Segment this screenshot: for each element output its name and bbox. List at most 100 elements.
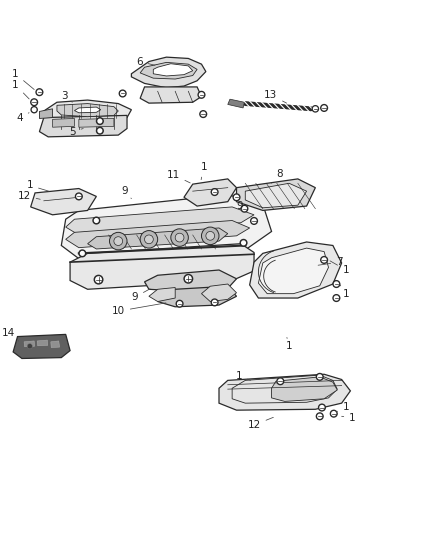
Circle shape xyxy=(27,344,32,349)
Text: 1: 1 xyxy=(286,337,293,351)
Circle shape xyxy=(98,119,102,123)
Circle shape xyxy=(110,232,127,250)
Circle shape xyxy=(94,276,103,284)
Circle shape xyxy=(321,104,328,111)
Circle shape xyxy=(145,235,153,244)
Text: 9: 9 xyxy=(131,289,150,302)
Circle shape xyxy=(332,411,336,416)
Circle shape xyxy=(330,410,337,417)
Text: 8: 8 xyxy=(272,168,283,183)
Polygon shape xyxy=(153,64,193,76)
Polygon shape xyxy=(24,341,35,346)
Text: 1: 1 xyxy=(200,161,207,180)
Circle shape xyxy=(318,414,321,418)
Text: 4: 4 xyxy=(16,112,29,123)
Polygon shape xyxy=(228,99,244,108)
Polygon shape xyxy=(272,377,337,401)
Circle shape xyxy=(333,295,340,301)
Polygon shape xyxy=(53,118,74,127)
Circle shape xyxy=(32,108,36,111)
Circle shape xyxy=(98,129,102,133)
Circle shape xyxy=(252,219,256,223)
Polygon shape xyxy=(74,107,101,113)
Circle shape xyxy=(233,194,240,200)
Circle shape xyxy=(186,276,191,281)
Circle shape xyxy=(198,92,205,98)
Circle shape xyxy=(321,256,328,263)
Circle shape xyxy=(32,100,36,104)
Circle shape xyxy=(235,195,238,199)
Polygon shape xyxy=(79,118,114,127)
Circle shape xyxy=(119,90,126,97)
Polygon shape xyxy=(66,207,254,235)
Polygon shape xyxy=(258,248,328,294)
Polygon shape xyxy=(140,62,197,79)
Circle shape xyxy=(213,301,216,304)
Polygon shape xyxy=(51,341,60,348)
Circle shape xyxy=(333,281,340,287)
Polygon shape xyxy=(37,340,48,346)
Polygon shape xyxy=(13,334,70,359)
Circle shape xyxy=(243,207,246,211)
Circle shape xyxy=(31,107,37,113)
Circle shape xyxy=(140,231,158,248)
Polygon shape xyxy=(57,103,118,117)
Circle shape xyxy=(241,205,248,212)
Polygon shape xyxy=(245,183,307,208)
Circle shape xyxy=(95,219,98,222)
Text: 13: 13 xyxy=(264,90,286,103)
Circle shape xyxy=(184,274,193,283)
Circle shape xyxy=(318,404,325,411)
Circle shape xyxy=(96,127,103,134)
Text: 9: 9 xyxy=(121,186,131,199)
Polygon shape xyxy=(61,195,272,259)
Circle shape xyxy=(211,189,218,196)
Circle shape xyxy=(178,302,181,306)
Circle shape xyxy=(176,301,183,307)
Circle shape xyxy=(335,296,338,300)
Circle shape xyxy=(96,118,103,125)
Text: 11: 11 xyxy=(166,169,190,183)
Text: 12: 12 xyxy=(18,190,40,200)
Circle shape xyxy=(240,239,247,246)
Polygon shape xyxy=(44,100,131,122)
Circle shape xyxy=(200,111,207,117)
Circle shape xyxy=(314,107,317,111)
Circle shape xyxy=(96,277,101,282)
Polygon shape xyxy=(158,286,237,307)
Circle shape xyxy=(318,375,321,379)
Text: 1: 1 xyxy=(235,371,251,381)
Polygon shape xyxy=(237,179,315,211)
Text: 3: 3 xyxy=(61,91,72,102)
Circle shape xyxy=(316,374,323,380)
Polygon shape xyxy=(88,228,228,249)
Circle shape xyxy=(171,229,188,246)
Polygon shape xyxy=(66,221,250,248)
Polygon shape xyxy=(184,179,237,206)
Circle shape xyxy=(322,258,326,262)
Text: 12: 12 xyxy=(247,417,273,430)
Text: 14: 14 xyxy=(2,328,18,341)
Circle shape xyxy=(206,231,215,240)
Text: 6: 6 xyxy=(136,56,155,67)
Circle shape xyxy=(114,237,123,246)
Circle shape xyxy=(77,195,81,198)
Polygon shape xyxy=(39,109,53,118)
Circle shape xyxy=(211,299,218,306)
Circle shape xyxy=(312,106,318,112)
Circle shape xyxy=(320,406,324,409)
Polygon shape xyxy=(219,374,350,410)
Text: 7: 7 xyxy=(318,257,343,267)
Polygon shape xyxy=(131,57,206,88)
Polygon shape xyxy=(149,287,175,302)
Circle shape xyxy=(81,252,84,255)
Text: 10: 10 xyxy=(112,303,166,316)
Circle shape xyxy=(93,217,100,224)
Text: 1: 1 xyxy=(342,413,356,423)
Polygon shape xyxy=(250,242,342,298)
Circle shape xyxy=(38,90,41,94)
Circle shape xyxy=(36,89,43,95)
Circle shape xyxy=(277,378,284,385)
Text: 1: 1 xyxy=(12,69,34,90)
Circle shape xyxy=(279,379,282,383)
